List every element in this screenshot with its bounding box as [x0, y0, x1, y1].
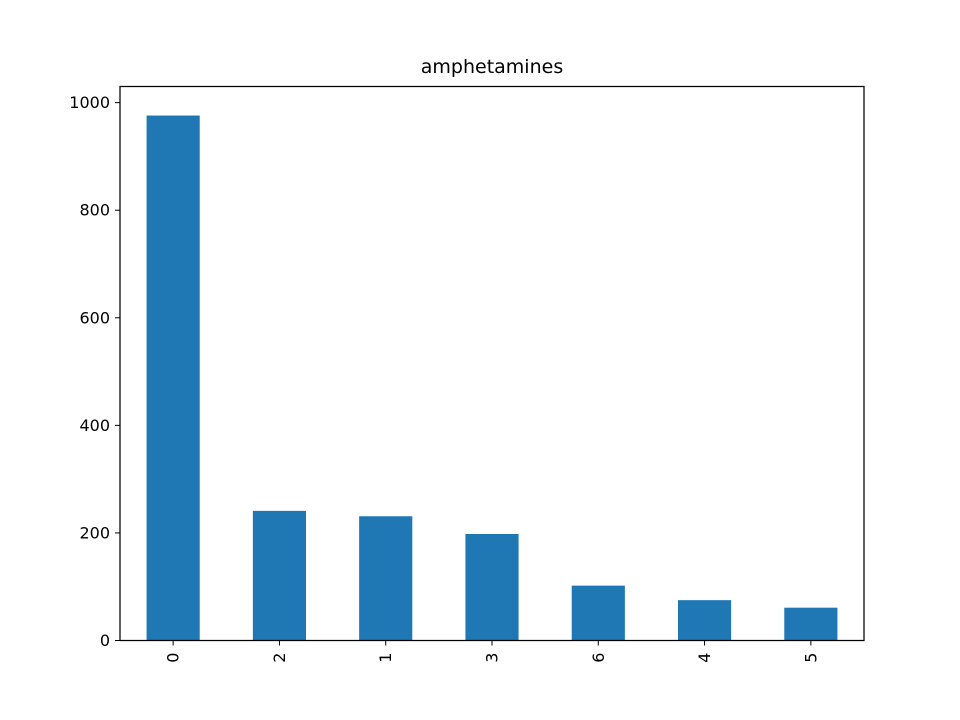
- bar-6: [571, 585, 625, 641]
- plot-frame: [119, 85, 865, 642]
- bar-2: [252, 510, 306, 641]
- chart-title: amphetamines: [421, 56, 563, 78]
- x-tick-label: 2: [270, 653, 289, 663]
- x-tick-label: 1: [376, 653, 395, 663]
- x-tick-label: 0: [164, 653, 183, 663]
- x-tick-label: 5: [801, 653, 820, 663]
- bar-3: [465, 534, 519, 641]
- y-tick-label: 400: [79, 416, 110, 435]
- y-tick-label: 0: [100, 631, 110, 650]
- y-tick-label: 800: [79, 201, 110, 220]
- bar-0: [146, 115, 200, 641]
- x-tick-label: 4: [695, 653, 714, 663]
- y-tick-label: 1000: [69, 93, 110, 112]
- bar-4: [678, 600, 732, 641]
- y-tick-label: 200: [79, 523, 110, 542]
- bar-5: [784, 607, 838, 641]
- y-tick-label: 600: [79, 308, 110, 327]
- x-axis: 0 2 1 3 6 4 5: [164, 640, 820, 663]
- bar-1: [359, 516, 413, 641]
- bars-group: [146, 115, 838, 641]
- x-tick-label: 6: [589, 653, 608, 663]
- y-axis: 0 200 400 600 800 1000: [69, 93, 120, 650]
- x-tick-label: 3: [483, 653, 502, 663]
